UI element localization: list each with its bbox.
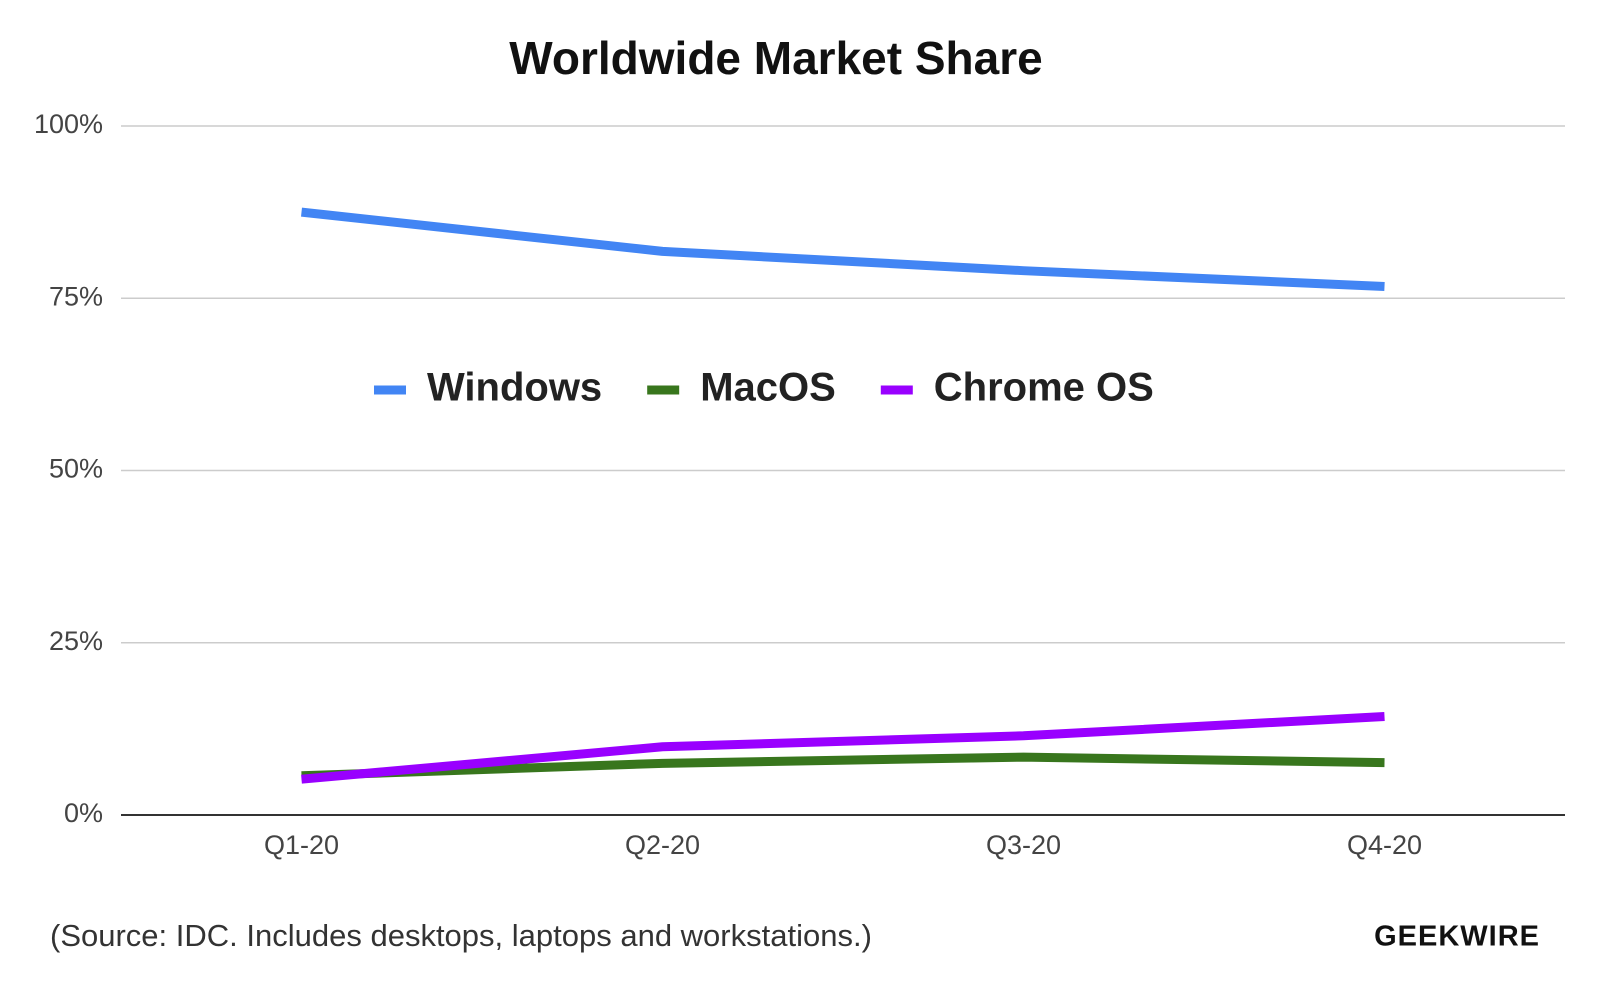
x-tick-label: Q2-20 bbox=[625, 830, 700, 860]
y-tick-label: 25% bbox=[49, 626, 103, 656]
x-tick-label: Q1-20 bbox=[264, 830, 339, 860]
legend-label: Windows bbox=[427, 366, 602, 410]
legend-label: MacOS bbox=[700, 366, 836, 410]
chart-title: Worldwide Market Share bbox=[509, 32, 1042, 84]
y-tick-label: 100% bbox=[34, 109, 103, 139]
source-note: (Source: IDC. Includes desktops, laptops… bbox=[50, 918, 872, 953]
series-line bbox=[301, 207, 1385, 292]
x-tick-label: Q3-20 bbox=[986, 830, 1061, 860]
y-tick-label: 0% bbox=[64, 798, 103, 828]
series-line bbox=[301, 711, 1385, 784]
y-tick-label: 75% bbox=[49, 281, 103, 311]
legend-label: Chrome OS bbox=[934, 366, 1154, 410]
y-tick-label: 50% bbox=[49, 454, 103, 484]
credit: GEEKWIRE bbox=[1374, 921, 1540, 953]
x-tick-label: Q4-20 bbox=[1347, 830, 1422, 860]
series-line bbox=[301, 752, 1385, 781]
legend: Windows MacOS Chrome OS bbox=[374, 366, 1154, 410]
